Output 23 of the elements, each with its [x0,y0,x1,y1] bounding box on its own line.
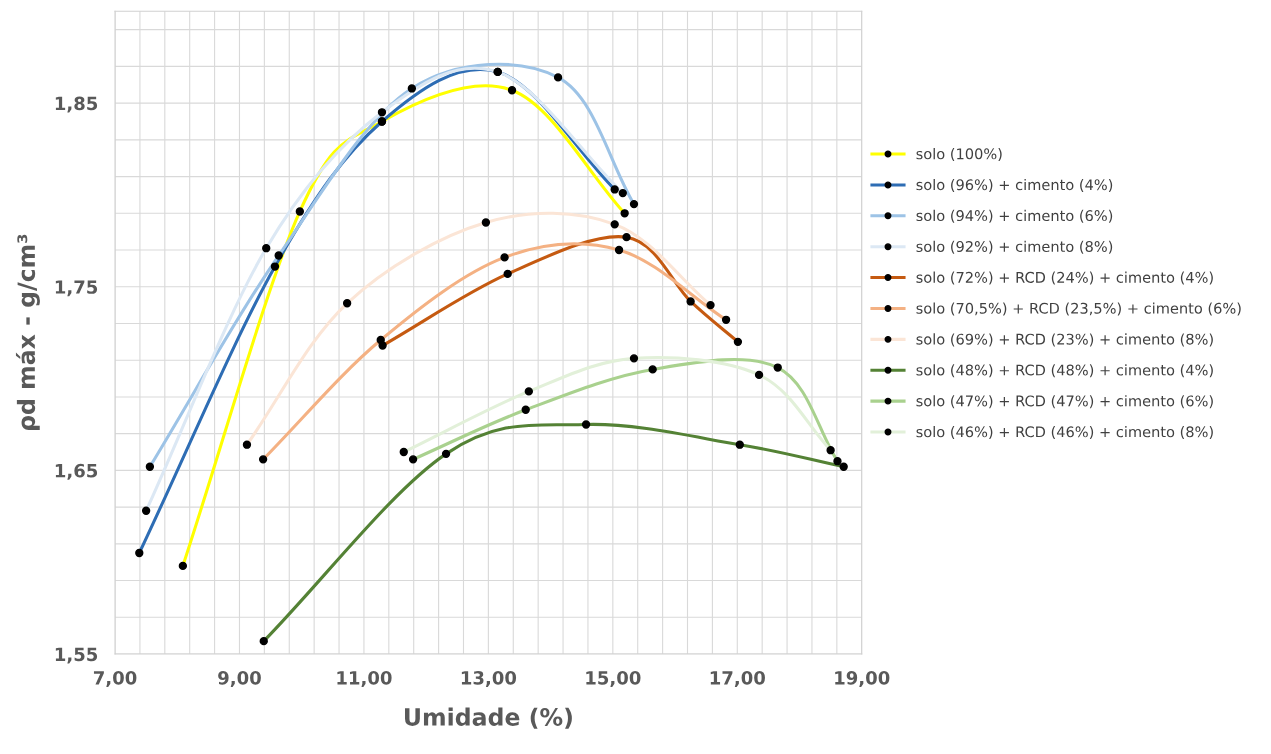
x-tick-label: 11,00 [337,671,392,687]
x-tick-label: 15,00 [586,671,641,687]
legend-label: solo (48%) + RCD (48%) + cimento (4%) [916,364,1213,378]
legend-label: solo (69%) + RCD (23%) + cimento (8%) [916,333,1213,347]
y-axis-title: ρd máx - g/cm³ [15,234,40,430]
x-tick-label: 19,00 [835,671,890,687]
legend-label: solo (47%) + RCD (47%) + cimento (6%) [916,395,1213,409]
x-tick-label: 17,00 [710,671,765,687]
legend-label: solo (70,5%) + RCD (23,5%) + cimento (6%) [916,302,1241,316]
y-tick-label: 1,85 [55,96,98,113]
legend-label: solo (92%) + cimento (8%) [916,240,1113,254]
x-tick-label: 9,00 [218,671,261,687]
legend-label: solo (94%) + cimento (6%) [916,209,1113,223]
x-tick-label: 7,00 [93,671,137,687]
y-tick-label: 1,65 [55,463,98,480]
x-axis-title: Umidade (%) [405,707,572,729]
legend-label: solo (72%) + RCD (24%) + cimento (4%) [916,271,1213,285]
legend-label: solo (96%) + cimento (4%) [916,178,1113,192]
y-tick-label: 1,55 [55,647,98,664]
y-tick-label: 1,75 [55,280,98,297]
x-tick-label: 13,00 [461,671,517,687]
legend-label: solo (46%) + RCD (46%) + cimento (8%) [916,426,1213,440]
legend-label: solo (100%) [916,148,1002,162]
